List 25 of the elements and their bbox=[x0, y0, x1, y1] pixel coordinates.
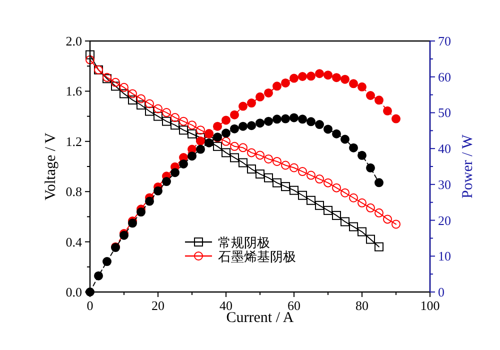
y2-tick-label: 70 bbox=[438, 34, 451, 48]
x-tick-label: 80 bbox=[356, 298, 368, 313]
y-tick-label: 2.0 bbox=[66, 34, 82, 48]
y2-tick-label: 60 bbox=[438, 69, 451, 84]
x-tick-label: 0 bbox=[86, 298, 94, 313]
y-tick-label: 1.2 bbox=[66, 134, 82, 149]
y2-tick-label: 10 bbox=[438, 248, 451, 264]
x-tick-label: 20 bbox=[152, 298, 164, 313]
y2-tick-label: 0 bbox=[438, 284, 444, 300]
x-tick-label: 40 bbox=[220, 298, 232, 313]
y2-tick-label: 40 bbox=[438, 141, 451, 156]
y-tick-label: 0.4 bbox=[66, 234, 82, 250]
legend-label: 常规阴极 bbox=[218, 235, 270, 250]
legend-label: 石墨烯基阴极 bbox=[218, 249, 296, 264]
y2-axis-title: Power / W bbox=[460, 134, 476, 198]
y-tick-label: 1.6 bbox=[66, 84, 82, 99]
y2-tick-label: 30 bbox=[438, 176, 451, 192]
y2-tick-label: 20 bbox=[438, 212, 451, 228]
y2-tick-label: 50 bbox=[438, 105, 451, 120]
y-axis-title: Voltage / V bbox=[43, 132, 59, 200]
x-tick-label: 60 bbox=[288, 298, 300, 313]
x-tick-label: 100 bbox=[420, 298, 440, 313]
y-tick-label: 0.0 bbox=[66, 284, 82, 300]
y-tick-label: 0.8 bbox=[66, 184, 82, 200]
x-axis-title: Current / A bbox=[226, 310, 294, 326]
